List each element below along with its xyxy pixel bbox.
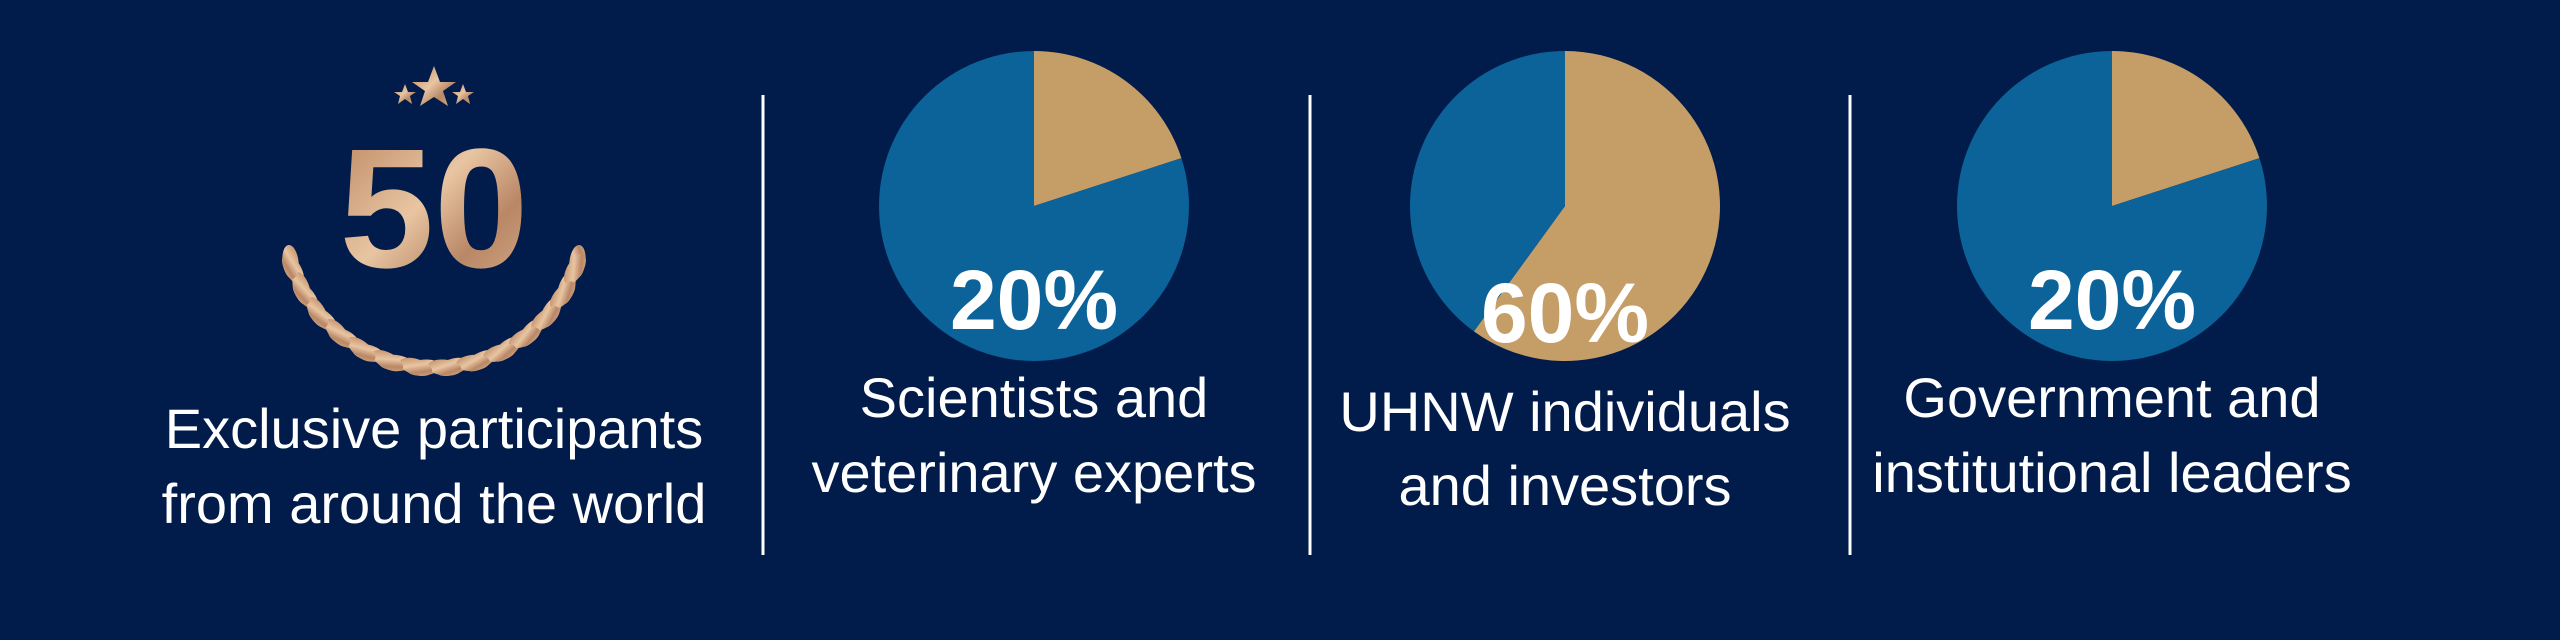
leaf bbox=[399, 357, 433, 377]
leaf bbox=[549, 281, 576, 310]
leaf bbox=[508, 327, 540, 349]
leaf bbox=[427, 359, 462, 376]
star bbox=[452, 84, 474, 104]
pie-title: Scientists and bbox=[860, 366, 1209, 429]
leaf bbox=[282, 244, 299, 279]
pie-slice bbox=[2112, 51, 2260, 206]
leaf bbox=[455, 354, 490, 371]
value-label: 20% bbox=[2028, 253, 2196, 347]
pie-title: institutional leaders bbox=[1872, 441, 2351, 504]
pie-title: and investors bbox=[1398, 454, 1731, 517]
leaf bbox=[306, 297, 329, 328]
leaf bbox=[292, 272, 311, 305]
pie-slice bbox=[1956, 50, 2267, 361]
leaf bbox=[563, 254, 586, 285]
pie-title: Government and bbox=[1903, 366, 2320, 429]
star bbox=[412, 66, 456, 106]
pie-title: UHNW individuals bbox=[1339, 380, 1790, 443]
pie-slice bbox=[878, 51, 1189, 361]
badge-label: Exclusive participants bbox=[165, 397, 703, 460]
leaf bbox=[372, 350, 404, 372]
leaf bbox=[347, 336, 376, 362]
badge-number: 50 bbox=[339, 114, 528, 304]
leaf bbox=[531, 306, 560, 331]
leaf bbox=[483, 343, 517, 362]
pie-slice bbox=[1034, 51, 1182, 206]
star bbox=[394, 84, 416, 104]
leaf bbox=[325, 318, 351, 347]
value-label: 60% bbox=[1481, 266, 1649, 360]
pie-title: veterinary experts bbox=[811, 441, 1256, 504]
pie-slice bbox=[1410, 51, 1565, 332]
value-label: 20% bbox=[950, 253, 1118, 347]
pie-slice bbox=[1473, 51, 1720, 361]
badge-label: from around the world bbox=[162, 472, 707, 535]
laurel-wreath bbox=[282, 244, 586, 377]
